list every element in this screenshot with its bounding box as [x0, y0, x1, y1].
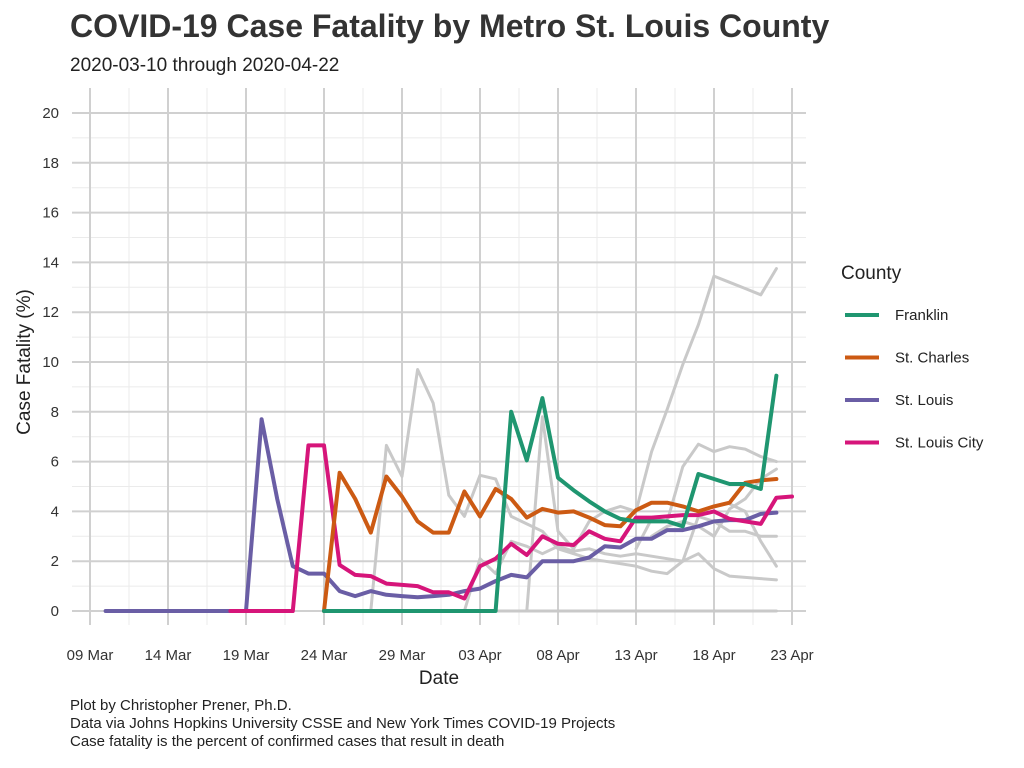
chart-title: COVID-19 Case Fatality by Metro St. Loui…: [70, 8, 830, 44]
y-axis-ticks: 0 2 4 6 8 10 12 14 16 18 20: [42, 105, 59, 620]
caption-source: Data via Johns Hopkins University CSSE a…: [70, 715, 616, 732]
background-county-line: [462, 514, 778, 613]
y-tick-label: 16: [42, 205, 59, 222]
legend: County Franklin St. Charles St. Louis St. L…: [841, 263, 984, 452]
y-tick-label: 12: [42, 304, 59, 321]
series-line-st-louis-city: [228, 443, 794, 613]
x-tick-label: 09 Mar: [67, 647, 114, 664]
x-tick-label: 14 Mar: [145, 647, 192, 664]
x-tick-label: 19 Mar: [223, 647, 270, 664]
chart-subtitle: 2020-03-10 through 2020-04-22: [70, 55, 340, 76]
x-tick-label: 24 Mar: [301, 647, 348, 664]
grid-lines: [72, 88, 806, 625]
legend-items: Franklin St. Charles St. Louis St. Louis Ci…: [845, 307, 984, 452]
caption-author: Plot by Christopher Prener, Ph.D.: [70, 697, 292, 714]
legend-label-st-louis: St. Louis: [895, 392, 953, 409]
x-tick-label: 23 Apr: [770, 647, 813, 664]
x-axis-title: Date: [419, 668, 459, 689]
y-tick-label: 20: [42, 105, 59, 122]
x-tick-label: 08 Apr: [536, 647, 579, 664]
series-line-franklin: [322, 373, 779, 613]
caption: Plot by Christopher Prener, Ph.D. Data v…: [70, 697, 615, 751]
caption-definition: Case fatality is the percent of confirme…: [70, 733, 505, 750]
y-tick-label: 6: [51, 454, 59, 471]
y-tick-label: 2: [51, 553, 59, 570]
x-axis-ticks: 09 Mar 14 Mar 19 Mar 24 Mar 29 Mar 03 Apr 08 A…: [67, 647, 814, 664]
x-tick-label: 13 Apr: [614, 647, 657, 664]
legend-title: County: [841, 263, 902, 284]
y-tick-label: 0: [51, 603, 59, 620]
x-tick-label: 03 Apr: [458, 647, 501, 664]
x-tick-label: 29 Mar: [379, 647, 426, 664]
series-lines: [103, 373, 794, 613]
y-axis-title: Case Fatality (%): [14, 289, 35, 435]
background-county-line: [369, 368, 778, 613]
legend-label-st-charles: St. Charles: [895, 350, 969, 367]
y-tick-label: 8: [51, 404, 59, 421]
background-county-line: [728, 502, 778, 568]
y-tick-label: 4: [51, 503, 59, 520]
y-tick-label: 18: [42, 155, 59, 172]
legend-label-st-louis-city: St. Louis City: [895, 435, 984, 452]
series-line-st-louis: [103, 417, 779, 613]
series-line-st-charles: [322, 470, 779, 613]
y-tick-label: 14: [42, 254, 59, 271]
y-tick-label: 10: [42, 354, 59, 371]
legend-label-franklin: Franklin: [895, 307, 948, 324]
x-tick-label: 18 Apr: [692, 647, 735, 664]
